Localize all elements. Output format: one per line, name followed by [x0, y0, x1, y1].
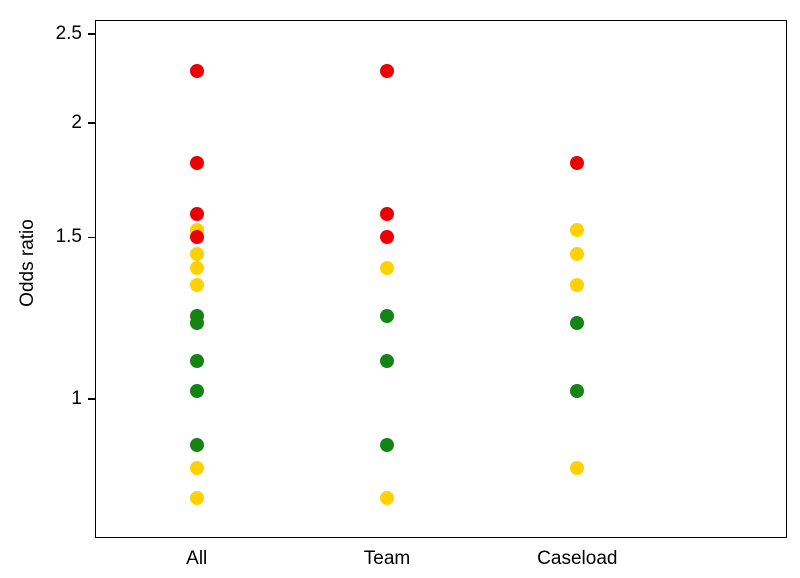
data-point	[570, 278, 585, 293]
data-point	[189, 155, 204, 170]
data-point	[380, 353, 395, 368]
data-point	[189, 383, 204, 398]
data-point	[380, 63, 395, 78]
data-point	[189, 63, 204, 78]
data-point	[189, 490, 204, 505]
data-point	[189, 260, 204, 275]
data-point	[380, 490, 395, 505]
data-point	[189, 353, 204, 368]
data-point	[570, 315, 585, 330]
data-point	[189, 207, 204, 222]
y-tick-mark	[88, 398, 95, 400]
data-point	[570, 222, 585, 237]
plot-frame	[95, 20, 787, 538]
data-point	[380, 260, 395, 275]
data-point	[570, 383, 585, 398]
y-tick-mark	[88, 122, 95, 124]
data-point	[380, 438, 395, 453]
data-point	[380, 309, 395, 324]
data-point	[380, 230, 395, 245]
data-point	[570, 461, 585, 476]
data-point	[570, 155, 585, 170]
data-point	[189, 230, 204, 245]
data-point	[189, 461, 204, 476]
data-point	[189, 246, 204, 261]
y-tick-label: 1	[71, 387, 82, 409]
y-tick-label: 1.5	[55, 226, 82, 248]
data-point	[570, 246, 585, 261]
data-point	[189, 438, 204, 453]
data-point	[380, 207, 395, 222]
x-category-label-team: Team	[363, 548, 411, 569]
y-tick-label: 2	[71, 111, 82, 133]
data-point	[189, 315, 204, 330]
y-tick-mark	[88, 236, 95, 239]
data-point	[189, 278, 204, 293]
y-tick-label: 2.5	[55, 23, 82, 45]
x-category-label-caseload: Caseload	[537, 548, 618, 569]
y-tick-mark	[88, 33, 95, 35]
x-category-label-all: All	[186, 548, 208, 569]
